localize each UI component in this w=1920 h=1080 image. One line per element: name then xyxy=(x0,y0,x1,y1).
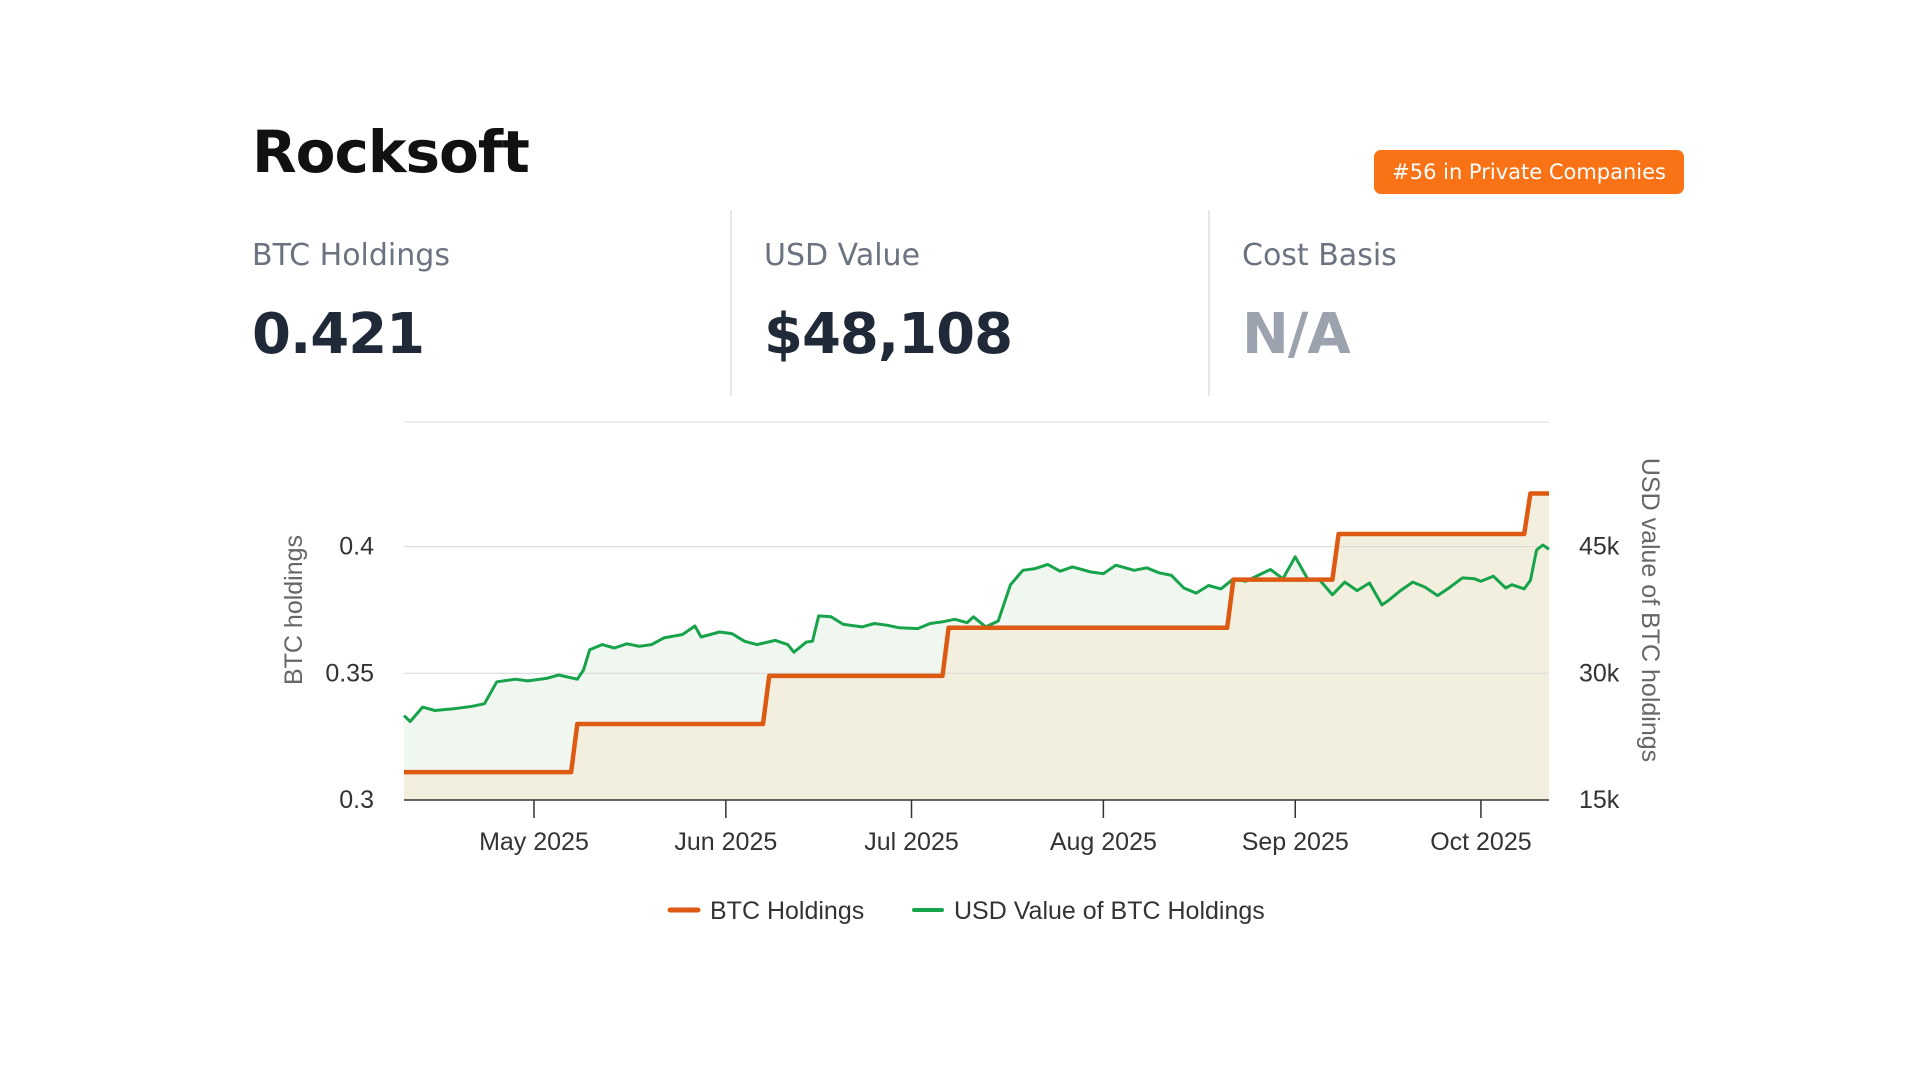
y-right-tick-label: 30k xyxy=(1579,659,1620,687)
usd-value-line xyxy=(402,543,1550,723)
x-tick-label: Jun 2025 xyxy=(674,828,777,856)
stats-row: BTC Holdings 0.421 USD Value $48,108 Cos… xyxy=(252,210,1684,396)
btc-holdings-area xyxy=(404,493,1549,800)
stat-label: USD Value xyxy=(764,238,921,273)
stat-value: N/A xyxy=(1242,302,1351,367)
stat-value: $48,108 xyxy=(764,302,1013,367)
stat-cost-basis: Cost Basis N/A xyxy=(1208,210,1686,396)
y-right-axis-title: USD value of BTC holdings xyxy=(1636,458,1664,762)
x-tick-label: Sep 2025 xyxy=(1242,828,1349,856)
x-tick-label: Oct 2025 xyxy=(1430,828,1531,856)
stat-label: BTC Holdings xyxy=(252,238,450,273)
y-left-tick-label: 0.3 xyxy=(339,786,374,814)
stat-btc-holdings: BTC Holdings 0.421 xyxy=(252,210,730,396)
y-left-tick-label: 0.4 xyxy=(339,533,374,561)
x-tick-label: Jul 2025 xyxy=(864,828,959,856)
y-right-tick-label: 45k xyxy=(1579,533,1620,561)
legend-label-btc: BTC Holdings xyxy=(710,897,864,925)
rank-badge[interactable]: #56 in Private Companies xyxy=(1374,150,1684,194)
btc-holdings-line xyxy=(404,491,1549,775)
y-left-tick-label: 0.35 xyxy=(325,659,374,687)
company-title: Rocksoft xyxy=(252,118,530,186)
stat-usd-value: USD Value $48,108 xyxy=(730,210,1210,396)
stat-label: Cost Basis xyxy=(1242,238,1397,273)
y-left-axis-title: BTC holdings xyxy=(280,535,308,685)
legend-label-usd: USD Value of BTC Holdings xyxy=(954,897,1265,925)
y-right-tick-label: 15k xyxy=(1579,786,1620,814)
x-tick-label: May 2025 xyxy=(479,828,589,856)
stat-value: 0.421 xyxy=(252,302,425,367)
x-tick-label: Aug 2025 xyxy=(1050,828,1157,856)
